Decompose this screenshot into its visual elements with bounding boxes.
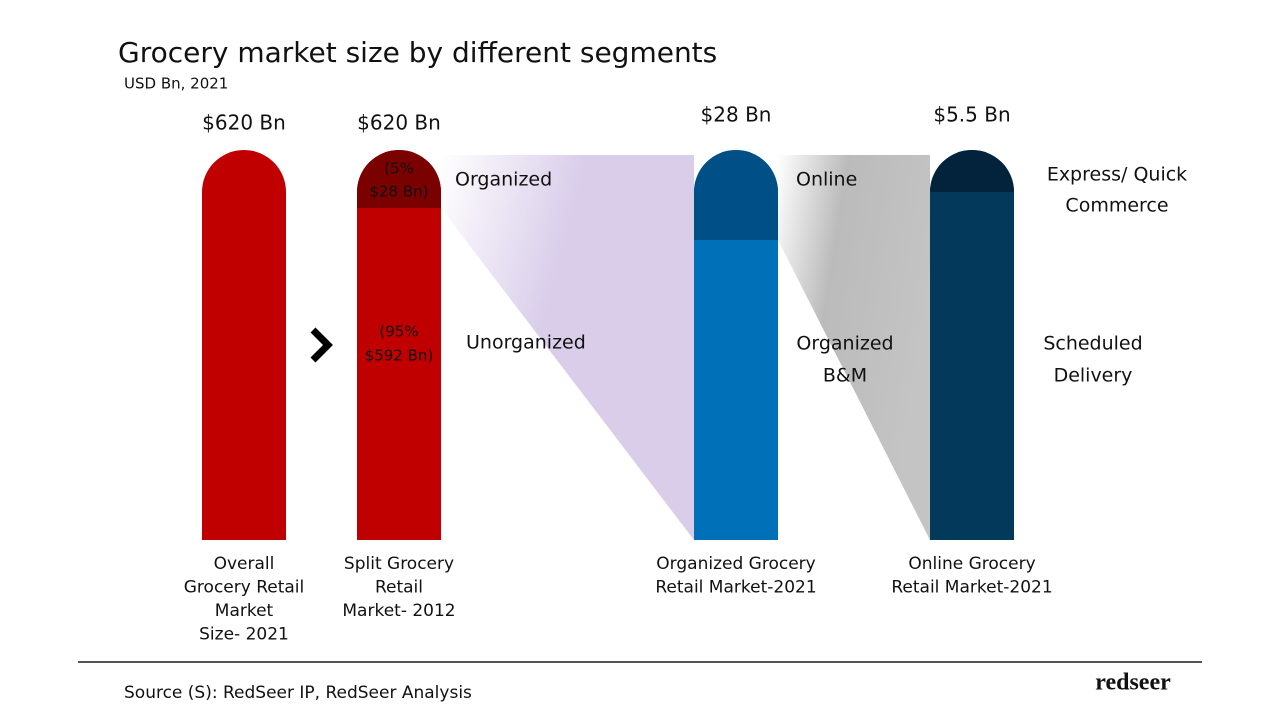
segment-label: Scheduled [1043, 333, 1142, 355]
caption: Market- 2012 [342, 601, 455, 621]
text-layer: Grocery market size by different segment… [118, 36, 1187, 703]
segment-label: Organized [796, 333, 893, 355]
segment-label: Delivery [1054, 365, 1133, 387]
segment-label: Express/ Quick [1047, 164, 1187, 186]
bar-segment [930, 150, 1014, 192]
bar-segment [694, 150, 778, 240]
source: Source (S): RedSeer IP, RedSeer Analysis [124, 683, 472, 703]
bar [694, 150, 778, 540]
caption: Retail Market-2021 [891, 578, 1052, 598]
caption: Grocery Retail [184, 578, 305, 598]
bar-segment [357, 150, 441, 208]
segment-label: Unorganized [466, 332, 586, 354]
segment-label: Online [796, 169, 857, 191]
caption: Split Grocery [344, 554, 454, 574]
total-label: $620 Bn [202, 111, 286, 135]
segment-value: (95% [379, 323, 418, 341]
caption: Retail [375, 578, 423, 598]
flow-band [441, 155, 694, 540]
caption: Size- 2021 [199, 625, 289, 645]
total-label: $620 Bn [357, 111, 441, 135]
segment-value: $592 Bn) [365, 347, 434, 365]
segment-value: (5% [384, 160, 414, 178]
caption: Online Grocery [908, 554, 1035, 574]
segment-label: Organized [455, 169, 552, 191]
segment-label: B&M [823, 365, 867, 387]
segment-value: $28 Bn) [369, 183, 428, 201]
total-label: $5.5 Bn [933, 103, 1010, 127]
caption: Retail Market-2021 [655, 578, 816, 598]
total-label: $28 Bn [701, 103, 772, 127]
flow-band [778, 155, 930, 540]
chevron [310, 327, 333, 363]
bar [202, 150, 286, 540]
caption: Overall [214, 554, 275, 574]
segment-label: Commerce [1065, 195, 1168, 217]
title: Grocery market size by different segment… [118, 36, 717, 69]
caption: Organized Grocery [656, 554, 815, 574]
bar [357, 150, 441, 540]
logo: redseer [1095, 670, 1171, 696]
subtitle: USD Bn, 2021 [124, 75, 228, 93]
caption: Market [215, 601, 274, 621]
bar [930, 150, 1014, 540]
